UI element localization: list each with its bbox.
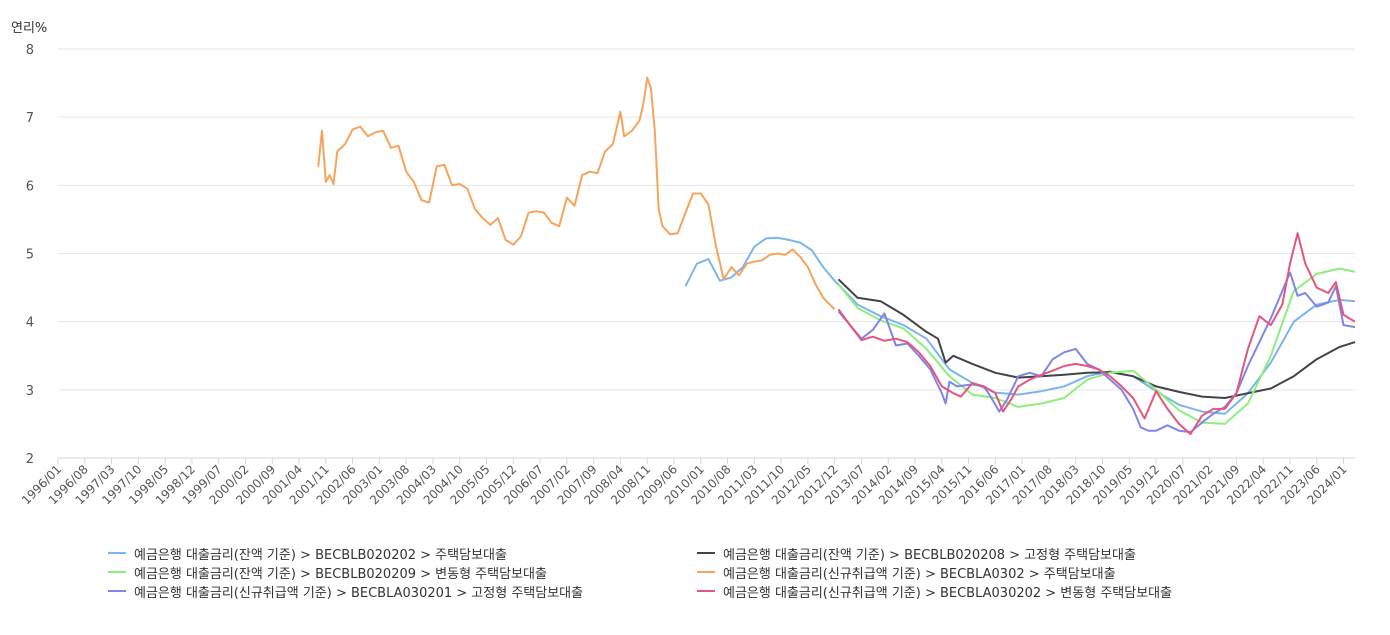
y-tick-label: 8: [26, 43, 34, 58]
y-axis-label: 연리%: [11, 21, 47, 36]
legend-label: 예금은행 대출금리(잔액 기준) > BECBLB020208 > 고정형 주택…: [723, 547, 1136, 563]
series-line-3: [837, 267, 1356, 425]
legend-swatch: [697, 590, 715, 592]
y-tick-label: 3: [26, 384, 34, 399]
legend-swatch: [108, 571, 126, 573]
legend-item-5[interactable]: 예금은행 대출금리(신규취급액 기준) > BECBLA030201 > 고정형…: [108, 581, 583, 601]
legend-item-1[interactable]: 예금은행 대출금리(잔액 기준) > BECBLB020202 > 주택담보대출: [108, 543, 507, 563]
legend-label: 예금은행 대출금리(신규취급액 기준) > BECBLA0302 > 주택담보대…: [723, 566, 1116, 582]
series-line-2: [837, 278, 1356, 399]
legend-swatch: [697, 571, 715, 573]
series-line-6: [837, 232, 1356, 436]
y-tick-label: 2: [26, 452, 34, 467]
y-axis: 2 3 4 5 6 7 8: [26, 43, 34, 467]
legend-label: 예금은행 대출금리(신규취급액 기준) > BECBLA030202 > 변동형…: [723, 585, 1173, 601]
grid-lines: [58, 48, 1355, 459]
y-tick-label: 7: [26, 111, 34, 126]
legend-item-2[interactable]: 예금은행 대출금리(잔액 기준) > BECBLB020208 > 고정형 주택…: [697, 543, 1136, 563]
legend-item-4[interactable]: 예금은행 대출금리(신규취급액 기준) > BECBLA0302 > 주택담보대…: [697, 562, 1116, 582]
legend-item-6[interactable]: 예금은행 대출금리(신규취급액 기준) > BECBLA030202 > 변동형…: [697, 581, 1172, 601]
legend-swatch: [697, 552, 715, 554]
legend-swatch: [108, 590, 126, 592]
series-line-4: [317, 76, 836, 311]
legend-swatch: [108, 552, 126, 554]
x-axis: 1996/011996/081997/031997/101998/051998/…: [19, 458, 1350, 507]
legend-label: 예금은행 대출금리(잔액 기준) > BECBLB020202 > 주택담보대출: [134, 547, 507, 563]
legend-label: 예금은행 대출금리(잔액 기준) > BECBLB020209 > 변동형 주택…: [134, 566, 547, 582]
legend-item-3[interactable]: 예금은행 대출금리(잔액 기준) > BECBLB020209 > 변동형 주택…: [108, 562, 547, 582]
legend-label: 예금은행 대출금리(신규취급액 기준) > BECBLA030201 > 고정형…: [134, 585, 584, 601]
y-tick-label: 5: [26, 248, 34, 263]
line-chart: 2 3 4 5 6 7 8 1996/011996/081997/031997/101998…: [11, 21, 1356, 507]
series-lines: [317, 76, 1356, 436]
y-tick-label: 4: [26, 316, 34, 331]
y-tick-label: 6: [26, 179, 34, 194]
series-line-1: [684, 236, 1356, 415]
